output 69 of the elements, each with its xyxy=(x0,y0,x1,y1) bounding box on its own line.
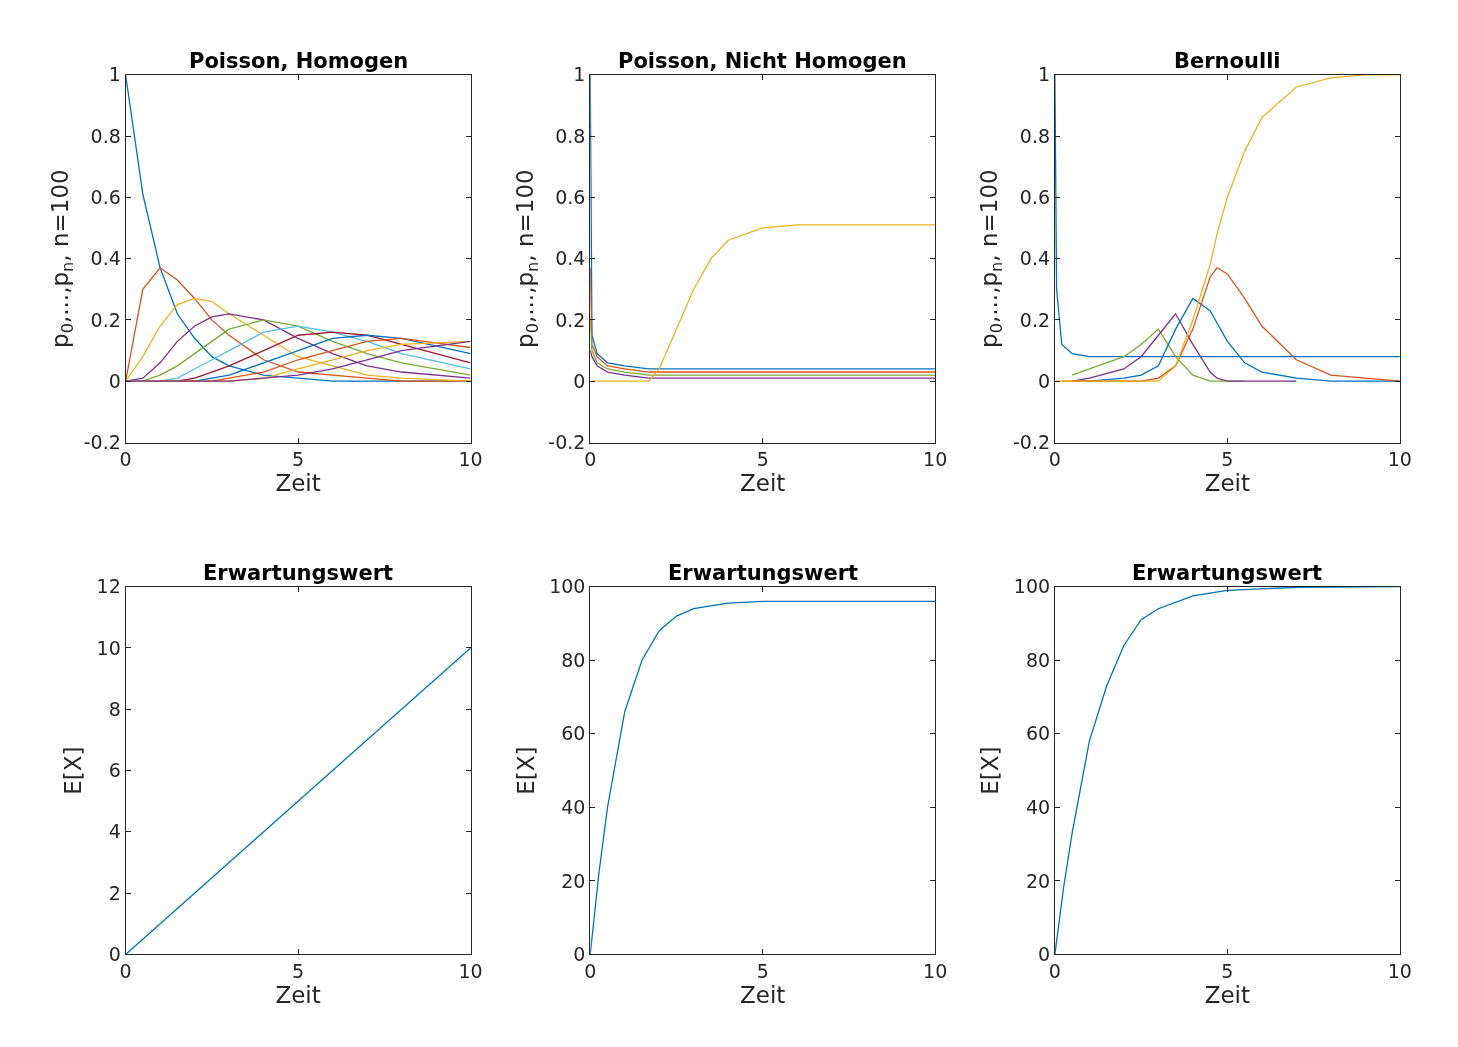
y-tick-label: 0.8 xyxy=(1019,124,1051,147)
y-tick-label: 0 xyxy=(573,943,586,966)
y-tick-label: 0 xyxy=(1037,369,1051,392)
y-tick-label: 40 xyxy=(561,795,586,818)
y-tick-label: 1 xyxy=(108,63,121,86)
y-axis-title: E[X] xyxy=(977,746,1004,795)
chart-title: Poisson, Homogen xyxy=(189,49,409,73)
x-tick-label: 10 xyxy=(1387,960,1412,983)
x-axis-title: Zeit xyxy=(275,982,321,1009)
x-tick-label: 10 xyxy=(923,448,948,471)
y-tick-label: 0.2 xyxy=(1019,308,1051,331)
y-tick-label: 40 xyxy=(1025,795,1051,818)
y-tick-label: 0 xyxy=(1037,943,1051,966)
y-tick-label: 80 xyxy=(561,648,586,671)
y-tick-label: 2 xyxy=(108,881,121,904)
x-tick-label: 5 xyxy=(292,960,305,983)
x-tick-label: 10 xyxy=(923,960,948,983)
y-axis-title: E[X] xyxy=(512,746,539,795)
y-tick-label: 60 xyxy=(1025,722,1051,745)
y-tick-label: -0.2 xyxy=(548,431,586,454)
x-tick-label: 5 xyxy=(756,448,769,471)
y-tick-label: 100 xyxy=(549,575,586,598)
chart-title: Erwartungswert xyxy=(203,561,394,585)
y-tick-label: 1 xyxy=(1037,63,1051,86)
y-tick-label: 0.4 xyxy=(555,247,586,270)
y-tick-label: 0 xyxy=(573,369,586,392)
chart-title: Bernoulli xyxy=(1174,49,1281,73)
y-tick-label: -0.2 xyxy=(83,431,121,454)
y-tick-label: 0.4 xyxy=(90,247,121,270)
chart-title: Erwartungswert xyxy=(668,561,859,585)
x-axis-title: Zeit xyxy=(1204,982,1251,1009)
x-tick-label: 5 xyxy=(292,448,305,471)
y-tick-label: 0 xyxy=(108,369,121,392)
y-tick-label: 0.8 xyxy=(555,124,586,147)
x-tick-label: 5 xyxy=(756,960,769,983)
y-tick-label: 0.8 xyxy=(90,124,121,147)
x-tick-label: 10 xyxy=(458,448,483,471)
y-tick-label: 0.6 xyxy=(90,185,121,208)
chart-title: Erwartungswert xyxy=(1132,561,1323,585)
y-tick-label: 0 xyxy=(108,943,121,966)
x-tick-label: 10 xyxy=(1387,448,1412,471)
y-tick-label: 4 xyxy=(108,820,121,843)
y-axis-title: E[X] xyxy=(60,746,87,795)
x-tick-label: 5 xyxy=(1221,448,1234,471)
line-series xyxy=(1071,313,1297,382)
x-tick-label: 5 xyxy=(1221,960,1234,983)
y-tick-label: 20 xyxy=(561,869,586,892)
y-tick-label: 8 xyxy=(108,697,121,720)
y-tick-label: 80 xyxy=(1025,648,1051,671)
x-axis-title: Zeit xyxy=(740,982,786,1009)
y-tick-label: -0.2 xyxy=(1013,431,1051,454)
x-axis-title: Zeit xyxy=(275,470,321,497)
y-tick-label: 60 xyxy=(561,722,586,745)
y-tick-label: 100 xyxy=(1013,575,1051,598)
y-tick-label: 0.2 xyxy=(555,308,586,331)
y-tick-label: 0.4 xyxy=(1019,247,1051,270)
x-axis-title: Zeit xyxy=(740,470,786,497)
y-tick-label: 12 xyxy=(96,575,121,598)
y-tick-label: 0.2 xyxy=(90,308,121,331)
x-tick-label: 10 xyxy=(458,960,483,983)
y-tick-label: 1 xyxy=(573,63,586,86)
x-axis-title: Zeit xyxy=(1204,470,1251,497)
line-series xyxy=(1054,586,1400,955)
y-tick-label: 6 xyxy=(108,759,121,782)
y-tick-label: 0.6 xyxy=(1019,185,1051,208)
y-tick-label: 20 xyxy=(1025,869,1051,892)
y-tick-label: 0.6 xyxy=(555,185,586,208)
y-tick-label: 10 xyxy=(96,636,121,659)
chart-title: Poisson, Nicht Homogen xyxy=(618,49,907,73)
